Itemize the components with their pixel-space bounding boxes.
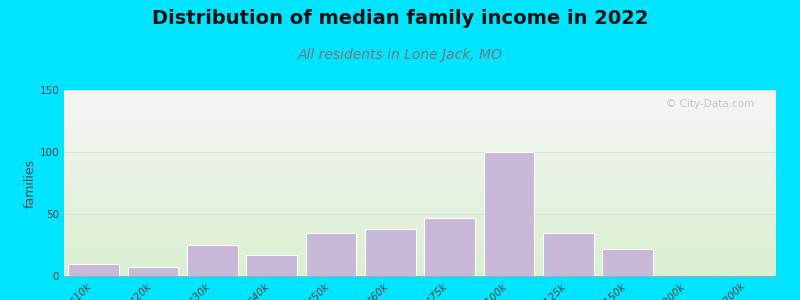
Bar (543, 232, 594, 276)
Bar (484, 152, 534, 276)
Text: Distribution of median family income in 2022: Distribution of median family income in … (152, 9, 648, 28)
Bar (69, 264, 119, 276)
Text: © City-Data.com: © City-Data.com (666, 99, 754, 109)
Bar (128, 267, 178, 276)
Bar (187, 245, 238, 276)
Text: All residents in Lone Jack, MO: All residents in Lone Jack, MO (298, 48, 502, 62)
Bar (246, 255, 297, 276)
Bar (365, 229, 415, 276)
Bar (602, 249, 653, 276)
Y-axis label: families: families (24, 158, 37, 208)
Bar (306, 232, 356, 276)
Bar (425, 218, 475, 276)
